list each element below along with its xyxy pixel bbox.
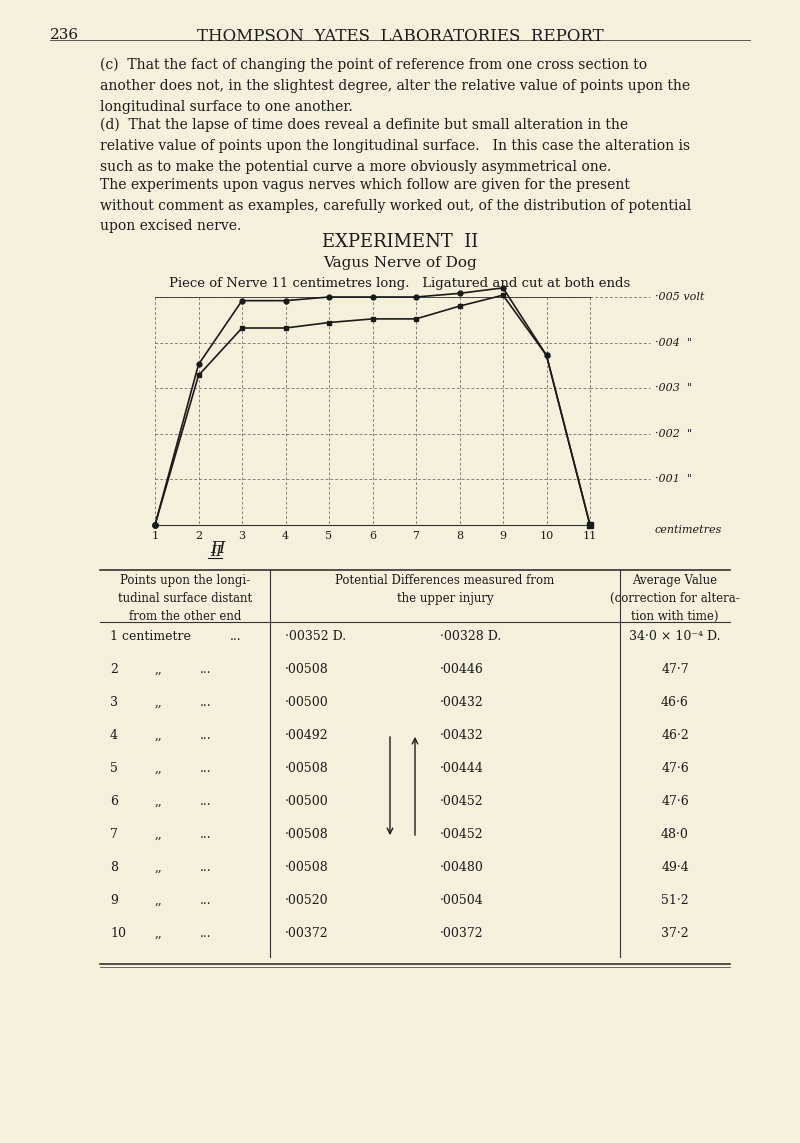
Text: Potential Differences measured from
the upper injury: Potential Differences measured from the … xyxy=(335,574,554,605)
Text: 9: 9 xyxy=(110,894,118,908)
Text: 10: 10 xyxy=(110,927,126,940)
Text: ...: ... xyxy=(230,630,242,644)
Text: ·00444: ·00444 xyxy=(440,762,484,775)
Text: ·00492: ·00492 xyxy=(285,729,329,742)
Text: II: II xyxy=(210,545,222,559)
Text: ,,: ,, xyxy=(155,762,162,775)
Text: 8: 8 xyxy=(110,861,118,874)
Text: 6: 6 xyxy=(110,796,118,808)
Text: 51·2: 51·2 xyxy=(661,894,689,908)
Text: 2: 2 xyxy=(195,531,202,541)
Text: (c)  That the fact of changing the point of reference from one cross section to
: (c) That the fact of changing the point … xyxy=(100,58,690,113)
Text: ,,: ,, xyxy=(155,828,162,841)
Text: ...: ... xyxy=(200,762,212,775)
Text: ...: ... xyxy=(200,894,212,908)
Text: ·00446: ·00446 xyxy=(440,663,484,676)
Text: 11: 11 xyxy=(583,531,597,541)
Text: ·001  ": ·001 " xyxy=(655,474,692,485)
Text: ·003  ": ·003 " xyxy=(655,383,692,393)
Text: 5: 5 xyxy=(110,762,118,775)
Text: centimetres: centimetres xyxy=(655,525,722,535)
Text: ·00432: ·00432 xyxy=(440,729,484,742)
Text: (d)  That the lapse of time does reveal a definite but small alteration in the
r: (d) That the lapse of time does reveal a… xyxy=(100,118,690,174)
Text: Π: Π xyxy=(210,539,225,557)
Text: ,,: ,, xyxy=(155,861,162,874)
Text: ·00352 D.: ·00352 D. xyxy=(285,630,346,644)
Text: ...: ... xyxy=(200,796,212,808)
Text: 47·7: 47·7 xyxy=(661,663,689,676)
Text: ·00452: ·00452 xyxy=(440,796,484,808)
Text: 46·2: 46·2 xyxy=(661,729,689,742)
Text: Piece of Nerve 11 centimetres long.   Ligatured and cut at both ends: Piece of Nerve 11 centimetres long. Liga… xyxy=(170,277,630,290)
Text: 47·6: 47·6 xyxy=(661,796,689,808)
Text: 7: 7 xyxy=(110,828,118,841)
Text: 34·0 × 10⁻⁴ D.: 34·0 × 10⁻⁴ D. xyxy=(630,630,721,644)
Text: 4: 4 xyxy=(110,729,118,742)
Text: ·00500: ·00500 xyxy=(285,796,329,808)
Text: ...: ... xyxy=(200,927,212,940)
Text: ·00508: ·00508 xyxy=(285,828,329,841)
Text: ,,: ,, xyxy=(155,729,162,742)
Text: 49·4: 49·4 xyxy=(661,861,689,874)
Text: 1 centimetre: 1 centimetre xyxy=(110,630,191,644)
Text: ...: ... xyxy=(200,729,212,742)
Text: ·00500: ·00500 xyxy=(285,696,329,709)
Text: Points upon the longi-
tudinal surface distant
from the other end: Points upon the longi- tudinal surface d… xyxy=(118,574,252,623)
Text: ,,: ,, xyxy=(155,663,162,676)
Text: ·00508: ·00508 xyxy=(285,663,329,676)
Text: ·00520: ·00520 xyxy=(285,894,329,908)
Text: 46·6: 46·6 xyxy=(661,696,689,709)
Text: ·00508: ·00508 xyxy=(285,762,329,775)
Text: ·00372: ·00372 xyxy=(285,927,329,940)
Text: Vagus Nerve of Dog: Vagus Nerve of Dog xyxy=(323,256,477,270)
Text: 3: 3 xyxy=(110,696,118,709)
Text: ·00508: ·00508 xyxy=(285,861,329,874)
Text: 47·6: 47·6 xyxy=(661,762,689,775)
Text: 6: 6 xyxy=(369,531,376,541)
Text: 48·0: 48·0 xyxy=(661,828,689,841)
Text: ·004  ": ·004 " xyxy=(655,337,692,347)
Text: ·005 volt: ·005 volt xyxy=(655,291,704,302)
Text: 10: 10 xyxy=(539,531,554,541)
Text: ·002  ": ·002 " xyxy=(655,429,692,439)
Text: ·00432: ·00432 xyxy=(440,696,484,709)
Text: ·00480: ·00480 xyxy=(440,861,484,874)
Text: 37·2: 37·2 xyxy=(661,927,689,940)
Text: ·00452: ·00452 xyxy=(440,828,484,841)
Text: 9: 9 xyxy=(499,531,506,541)
Text: 4: 4 xyxy=(282,531,289,541)
Text: ...: ... xyxy=(200,663,212,676)
Text: THOMPSON  YATES  LABORATORIES  REPORT: THOMPSON YATES LABORATORIES REPORT xyxy=(197,27,603,45)
Text: EXPERIMENT  II: EXPERIMENT II xyxy=(322,233,478,251)
Text: ·00504: ·00504 xyxy=(440,894,484,908)
Text: ,,: ,, xyxy=(155,696,162,709)
Text: The experiments upon vagus nerves which follow are given for the present
without: The experiments upon vagus nerves which … xyxy=(100,178,691,233)
Text: 2: 2 xyxy=(110,663,118,676)
Text: 7: 7 xyxy=(413,531,419,541)
Text: 3: 3 xyxy=(238,531,246,541)
Text: 1: 1 xyxy=(151,531,158,541)
Text: 5: 5 xyxy=(326,531,333,541)
Text: ,,: ,, xyxy=(155,796,162,808)
Text: ·00328 D.: ·00328 D. xyxy=(440,630,502,644)
Text: Average Value
(correction for altera-
tion with time): Average Value (correction for altera- ti… xyxy=(610,574,740,623)
Text: ·00372: ·00372 xyxy=(440,927,484,940)
Text: 236: 236 xyxy=(50,27,79,42)
Text: ,,: ,, xyxy=(155,927,162,940)
Text: ...: ... xyxy=(200,828,212,841)
Text: ...: ... xyxy=(200,696,212,709)
Text: 8: 8 xyxy=(456,531,463,541)
Text: ,,: ,, xyxy=(155,894,162,908)
Text: ...: ... xyxy=(200,861,212,874)
